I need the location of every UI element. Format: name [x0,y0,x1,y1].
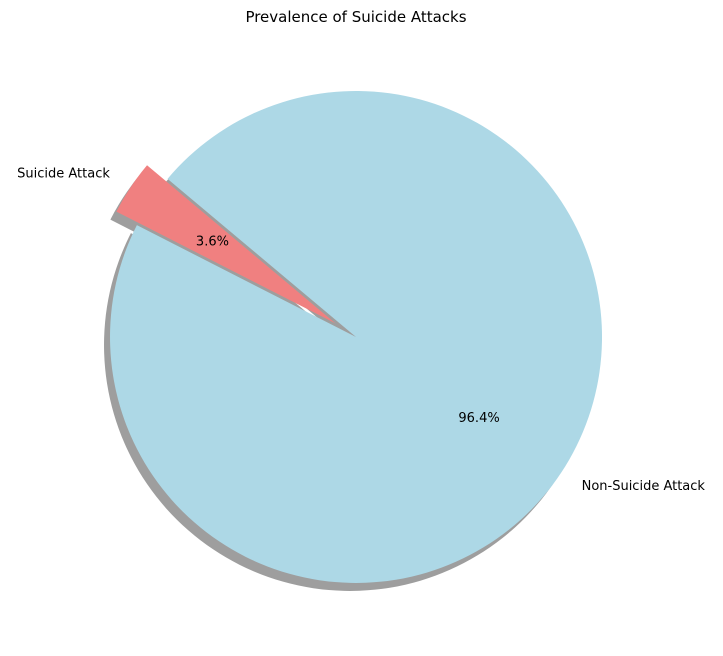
slice-label-non-suicide-attack: Non-Suicide Attack [582,479,706,494]
pie-slice-non-suicide-attack [110,90,603,583]
pie-slices [110,90,603,583]
pie-labels: Suicide Attack 3.6% Non-Suicide Attack 96.4… [17,166,705,493]
slice-percent-suicide-attack: 3.6% [196,234,229,249]
chart-title: Prevalence of Suicide Attacks [245,8,466,26]
slice-label-suicide-attack: Suicide Attack [17,166,110,181]
pie-slice-suicide-attack [116,165,336,324]
slice-percent-non-suicide-attack: 96.4% [458,411,499,426]
